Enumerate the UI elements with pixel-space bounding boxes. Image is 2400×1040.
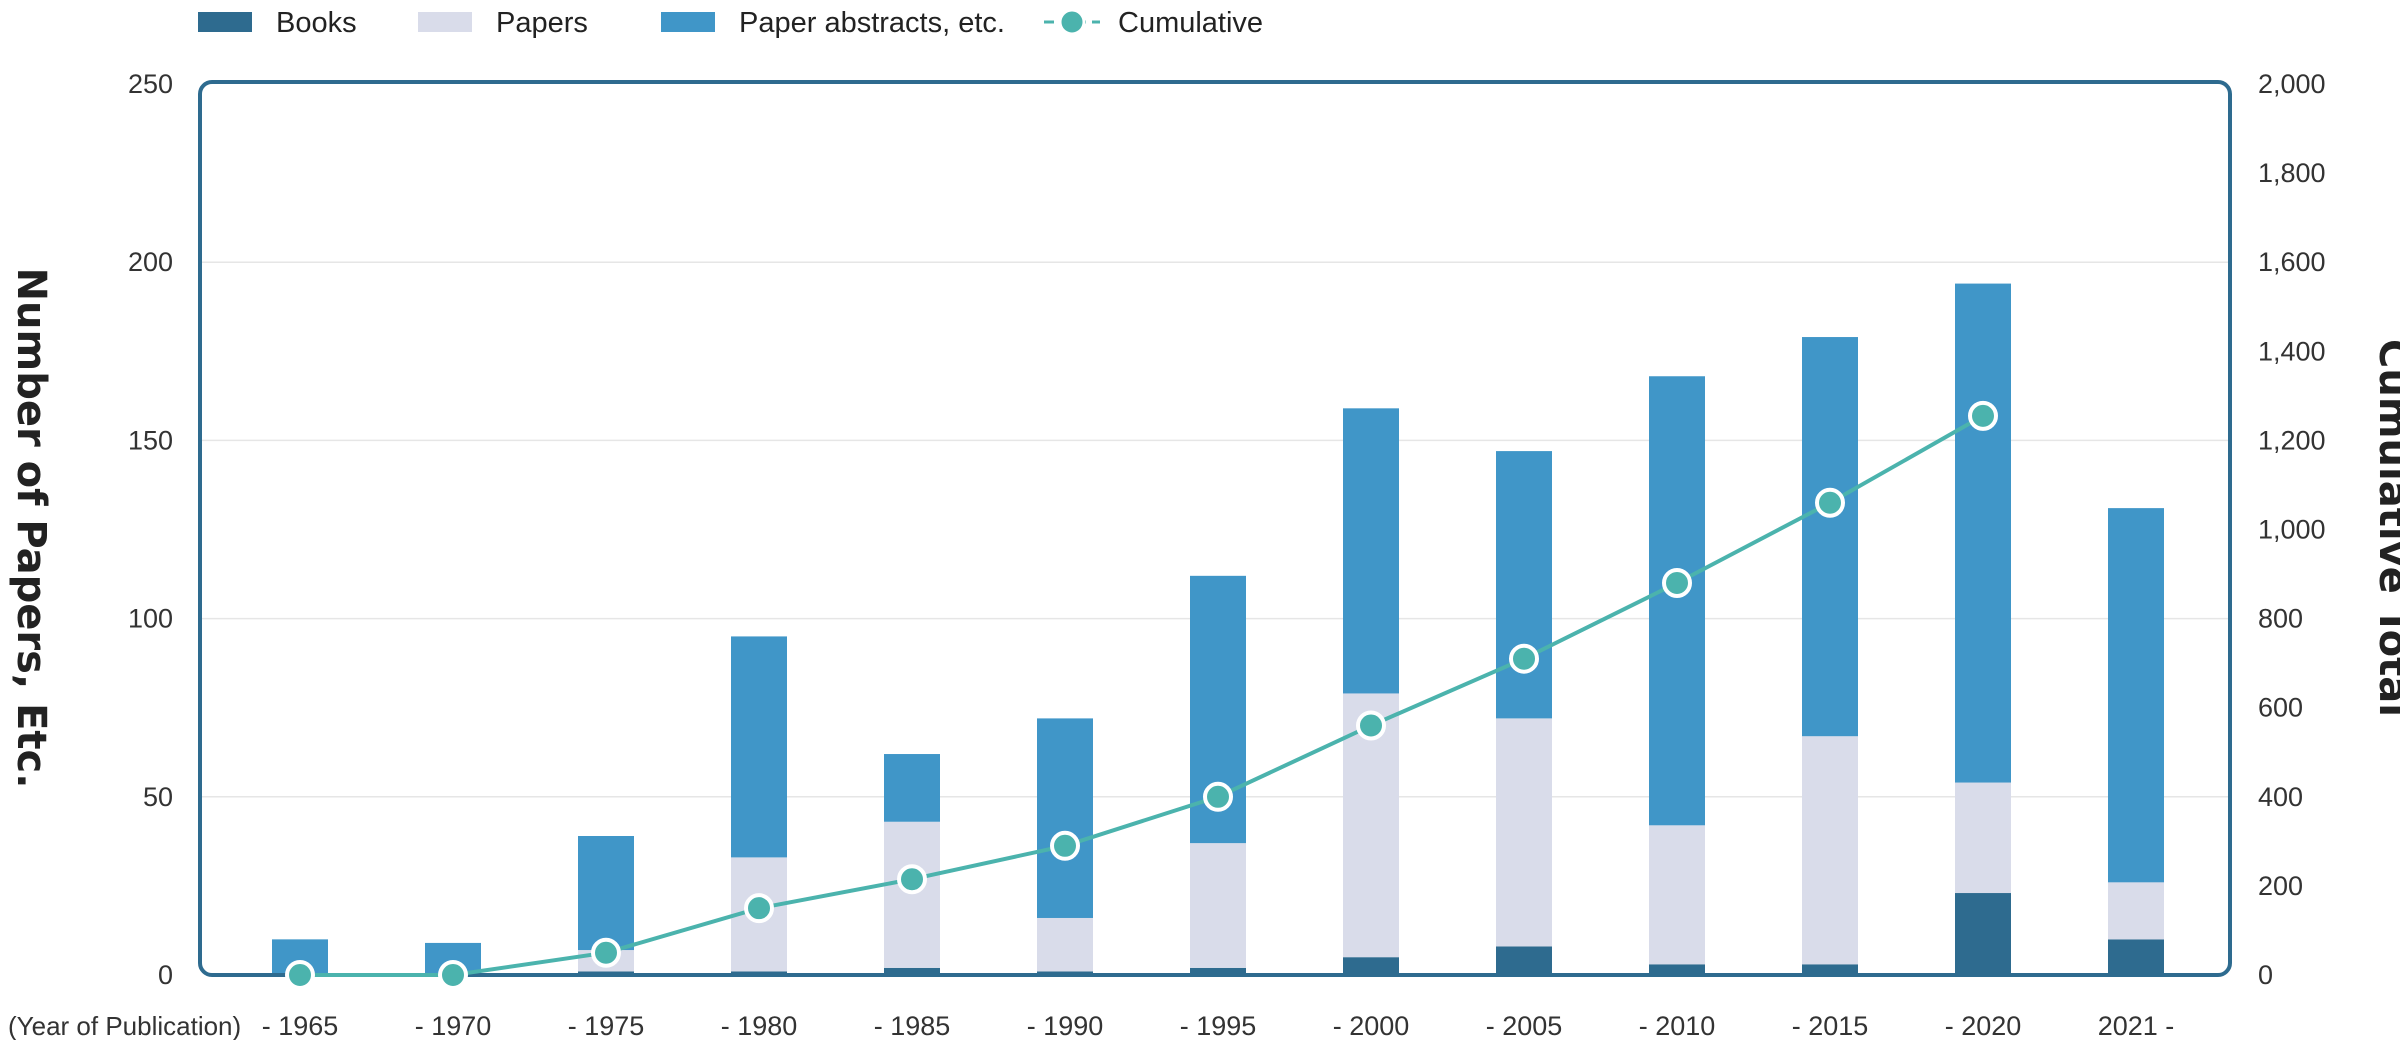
y-tick-label: 150 [128,425,173,455]
legend-swatch [661,12,715,32]
cumulative-point [744,893,774,924]
bar-layer [272,283,2164,975]
axis-layer: 0 50 100 150 200 250 0 200 400 600 800 1,000 1,200 1,… [128,69,2326,1040]
cumulative-point [1203,781,1233,812]
bar-papers [1037,917,1093,972]
bar-paper-abstracts-etc [1649,376,1705,826]
cumulative-line [300,414,1984,977]
y-tick-label: 0 [158,960,173,990]
bar-books [884,967,940,975]
legend-swatch [418,12,472,32]
legend-label: Books [276,7,357,39]
x-tick-label: - 1965 [262,1011,339,1040]
y-tick-label: 250 [128,69,173,99]
bar-papers [1496,718,1552,947]
x-tick-label: - 2010 [1639,1011,1716,1040]
x-tick-label: - 2005 [1486,1011,1563,1040]
y2-tick-label: 1,200 [2258,425,2326,455]
x-tick-label: - 2020 [1945,1011,2022,1040]
y2-tick-label: 1,400 [2258,336,2326,366]
bar-paper-abstracts-etc [731,636,787,858]
bar-paper-abstracts-etc [1802,337,1858,737]
cumulative-point [591,937,621,968]
y2-tick-label: 1,000 [2258,515,2326,545]
cumulative-point [1509,643,1539,674]
y2-tick-label: 600 [2258,693,2303,723]
cumulative-point [438,960,468,990]
bar-books [1802,964,1858,975]
bar-paper-abstracts-etc [884,754,940,822]
legend-swatch [198,12,252,32]
bar-paper-abstracts-etc [2108,508,2164,883]
cumulative-point [1968,400,1998,431]
line-layer [285,400,1998,990]
plot-frame [198,80,2232,977]
y-tick-label: 100 [128,604,173,634]
bar-papers [1802,736,1858,965]
cumulative-point [1662,567,1692,598]
legend-label: Paper abstracts, etc. [739,7,1005,39]
y2-tick-label: 2,000 [2258,69,2326,99]
bar-papers [1649,825,1705,965]
x-axis-note: (Year of Publication) [8,1011,241,1040]
bar-papers [1190,843,1246,968]
y-tick-label: 200 [128,247,173,277]
cumulative-point [285,960,315,990]
x-tick-label: - 1985 [874,1011,951,1040]
bar-papers [884,821,940,968]
bar-books [2108,939,2164,975]
bar-paper-abstracts-etc [1955,283,2011,783]
bar-books [1649,964,1705,975]
bar-books [1190,967,1246,975]
legend-marker [1058,8,1086,36]
bar-paper-abstracts-etc [1343,408,1399,694]
bar-books [1343,957,1399,975]
x-tick-label: - 1980 [721,1011,798,1040]
bar-books [1496,946,1552,975]
x-tick-label: - 2015 [1792,1011,1869,1040]
legend-label: Papers [496,7,588,39]
y2-tick-label: 1,800 [2258,158,2326,188]
bar-papers [2108,882,2164,940]
cumulative-point [1050,830,1080,861]
y2-tick-label: 400 [2258,782,2303,812]
x-tick-label: - 1995 [1180,1011,1257,1040]
y2-tick-label: 0 [2258,960,2273,990]
bar-paper-abstracts-etc [1496,451,1552,719]
bar-paper-abstracts-etc [1037,718,1093,918]
x-tick-label: - 2000 [1333,1011,1410,1040]
x-tick-label: 2021 - [2098,1011,2175,1040]
y2-tick-label: 800 [2258,604,2303,634]
x-tick-label: - 1990 [1027,1011,1104,1040]
legend-label: Cumulative [1118,7,1263,39]
y-axis-title: Number of Papers, Etc. [8,268,54,789]
y2-tick-label: 1,600 [2258,247,2326,277]
cumulative-point [1815,487,1845,518]
x-tick-label: - 1970 [415,1011,492,1040]
bar-books [1955,893,2011,975]
legend: Books Papers Paper abstracts, etc. Cumulati… [198,7,1263,39]
y-tick-label: 50 [143,782,173,812]
cumulative-point [1356,710,1386,741]
bar-paper-abstracts-etc [578,836,634,951]
cumulative-point [897,864,927,895]
x-tick-label: - 1975 [568,1011,645,1040]
y2-tick-label: 200 [2258,871,2303,901]
bar-papers [1955,782,2011,894]
y2-axis-title: Cumulative Total [2370,339,2400,717]
